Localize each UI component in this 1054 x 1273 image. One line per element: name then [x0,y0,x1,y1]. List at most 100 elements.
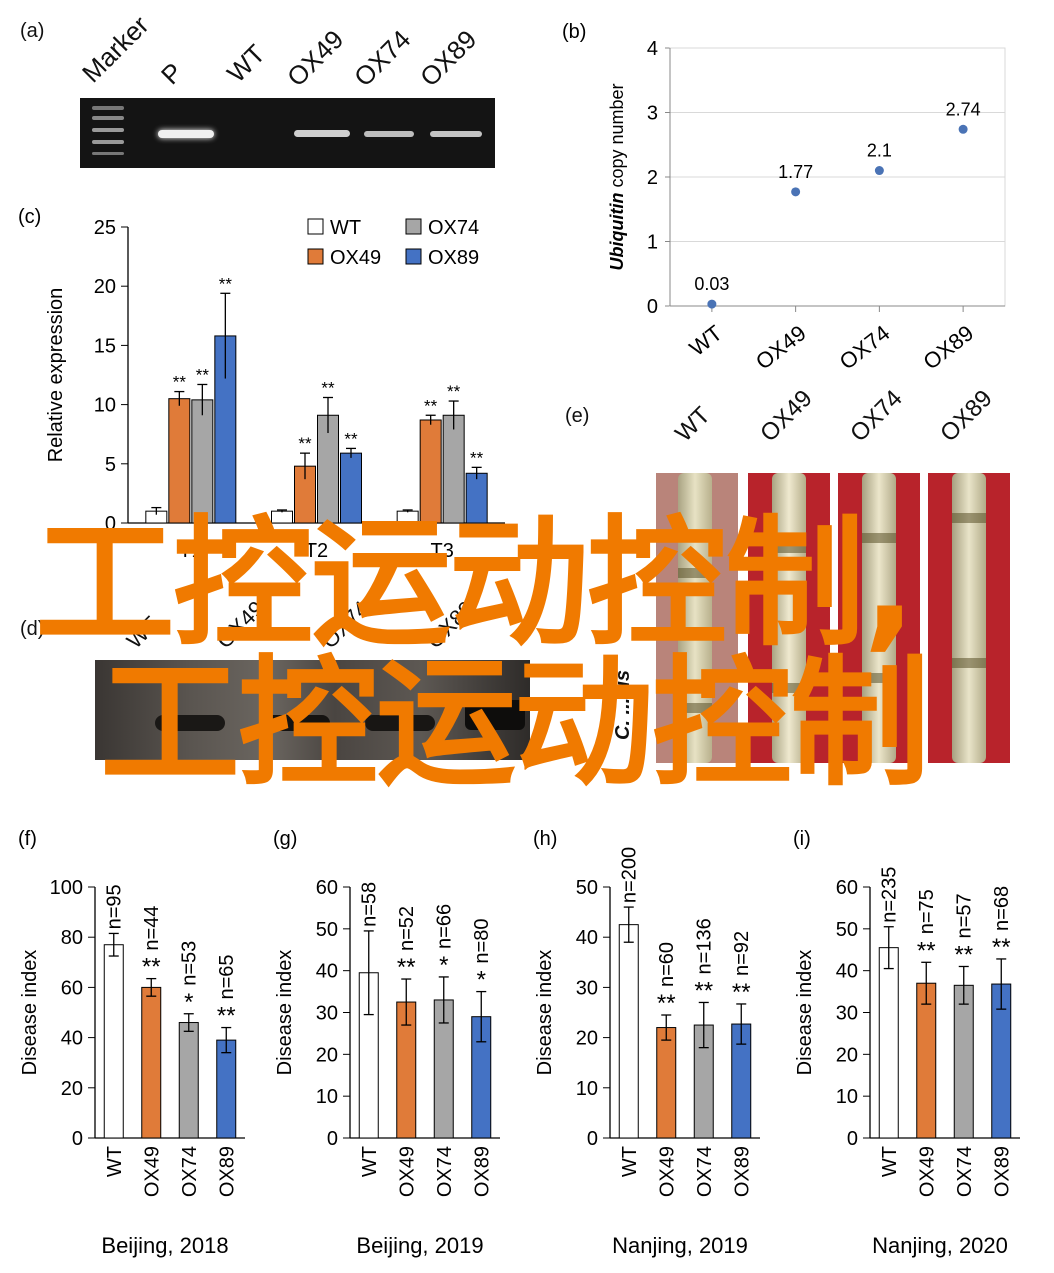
y-axis-label: Disease index [534,950,556,1076]
y-tick-label: 80 [61,927,83,949]
data-label: 1.77 [778,162,813,182]
n-label: n=68 [991,886,1013,931]
n-label: n=60 [656,942,678,987]
y-tick-label: 1 [647,232,658,254]
y-tick-label: 4 [647,38,658,60]
y-tick-label: 30 [316,1003,338,1025]
blot-band [465,700,525,730]
n-label: n=53 [179,941,201,986]
y-tick-label: 10 [94,395,116,417]
n-label: n=66 [434,904,456,949]
significance-label: ** [447,382,461,401]
gel-image [80,98,495,168]
y-tick-label: 20 [61,1078,83,1100]
band-ox49 [294,130,350,137]
lane-label-e-ox89: OX89 [935,384,998,448]
x-tick-label: WT [879,1146,901,1177]
y-tick-label: 20 [576,1028,598,1050]
stem-photo-ox49 [748,473,830,763]
marker-band [92,116,124,120]
band-p [158,130,214,138]
x-tick-label: OX49 [916,1146,938,1197]
y-tick-label: 50 [576,877,598,899]
marker-band [92,152,124,155]
legend-swatch [307,248,324,265]
significance-label: * [477,967,486,994]
group-label: T1 [179,540,202,562]
stem [862,473,896,763]
x-tick-label: WT [104,1146,126,1177]
watermark-line-1: 工控运动控制, [35,503,916,666]
significance-label: ** [424,396,438,415]
stem [678,473,712,763]
significance-label: ** [344,429,358,448]
n-label: n=235 [879,867,901,923]
x-axis-label: Beijing, 2018 [101,1233,228,1258]
panel-e-tag: (e) [565,405,590,427]
bar [178,1022,199,1139]
significance-label: ** [397,954,416,981]
y-tick-label: 40 [316,961,338,983]
x-tick-label: OX89 [471,1146,493,1197]
x-tick-label: OX89 [918,320,978,374]
x-tick-label: OX74 [954,1146,976,1197]
x-tick-label: OX49 [751,320,811,374]
y-tick-label: 60 [836,877,858,899]
significance-label: ** [196,365,210,384]
x-tick-label: OX49 [656,1146,678,1197]
x-axis-label: Nanjing, 2020 [872,1233,1008,1258]
marker-band [92,140,124,144]
legend-label: OX89 [428,247,479,269]
data-point [791,187,801,197]
significance-label: ** [298,434,312,453]
data-label: 0.03 [694,274,729,294]
legend-label: WT [330,217,361,239]
blot-band [260,715,330,731]
significance-label: ** [142,954,161,981]
significance-label: ** [321,378,335,397]
stem [952,473,986,763]
n-label: n=52 [396,906,418,951]
x-tick-label: OX74 [694,1146,716,1197]
y-tick-label: 40 [836,961,858,983]
bar [878,947,899,1139]
y-tick-label: 20 [836,1044,858,1066]
x-tick-label: OX89 [216,1146,238,1197]
y-axis-label: Disease index [274,950,296,1076]
lane-label-wt: WT [221,38,271,89]
y-tick-label: 20 [94,276,116,298]
significance-label: ** [917,937,936,964]
blot-image [95,660,530,760]
legend-label: OX74 [428,217,479,239]
bar [141,986,162,1139]
bar [103,944,124,1139]
band-ox74 [364,131,414,137]
legend-label: OX49 [330,247,381,269]
x-tick-label: OX89 [731,1146,753,1197]
lane-label-e-wt: WT [670,401,716,448]
bar [916,982,937,1139]
y-tick-label: 0 [587,1128,598,1150]
n-label: n=57 [954,893,976,938]
stem-photo-wt [656,473,738,763]
x-tick-label: WT [619,1146,641,1177]
blot-band [365,715,435,731]
n-label: n=65 [216,954,238,999]
bar [618,924,639,1139]
n-label: n=44 [141,906,163,951]
x-tick-label: OX49 [396,1146,418,1197]
y-tick-label: 60 [61,977,83,999]
y-tick-label: 100 [50,877,83,899]
significance-label: ** [694,977,713,1004]
y-tick-label: 0 [647,296,658,318]
y-tick-label: 3 [647,103,658,125]
x-axis-label: Nanjing, 2019 [612,1233,748,1258]
bar [953,984,974,1139]
panel-h-tag: (h) [533,828,557,850]
n-label: n=58 [359,882,381,927]
lane-label-ox89: OX89 [414,24,483,93]
y-tick-label: 0 [72,1128,83,1150]
y-tick-label: 50 [836,919,858,941]
